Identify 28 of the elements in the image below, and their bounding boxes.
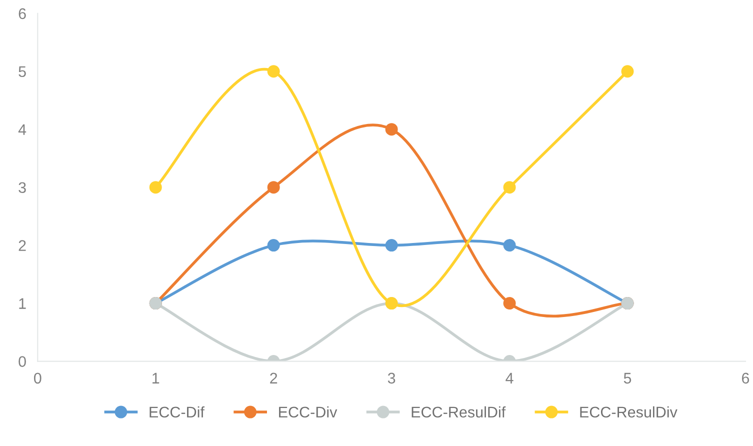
y-tick-label: 1	[19, 298, 26, 309]
point	[385, 239, 398, 252]
x-tick-label: 0	[34, 372, 42, 384]
point	[267, 181, 280, 194]
point	[267, 239, 280, 252]
legend-label: ECC-ResulDif	[412, 406, 506, 418]
point	[503, 181, 516, 194]
x-tick-label: 3	[388, 372, 396, 384]
y-tick-label: 3	[18, 182, 26, 194]
point	[503, 239, 516, 252]
y-tick-label: 4	[18, 124, 26, 135]
point	[385, 123, 398, 136]
y-tick-label: 5	[18, 66, 26, 78]
legend-label: ECC-Div	[279, 406, 338, 418]
x-tick-label: 5	[624, 372, 632, 384]
point	[503, 297, 516, 310]
x-tick-label: 4	[506, 372, 514, 384]
y-tick-label: 0	[18, 356, 26, 367]
x-tick-label: 2	[270, 372, 278, 384]
point	[621, 65, 634, 78]
legend-label: ECC-Dif	[150, 406, 204, 418]
x-tick-label: 6	[742, 372, 750, 384]
point	[267, 65, 280, 78]
legend-label: ECC-ResulDiv	[580, 406, 678, 418]
y-tick-label: 2	[18, 240, 26, 251]
y-tick-label: 6	[18, 8, 26, 20]
x-tick-label: 1	[152, 372, 160, 384]
point	[149, 181, 162, 194]
